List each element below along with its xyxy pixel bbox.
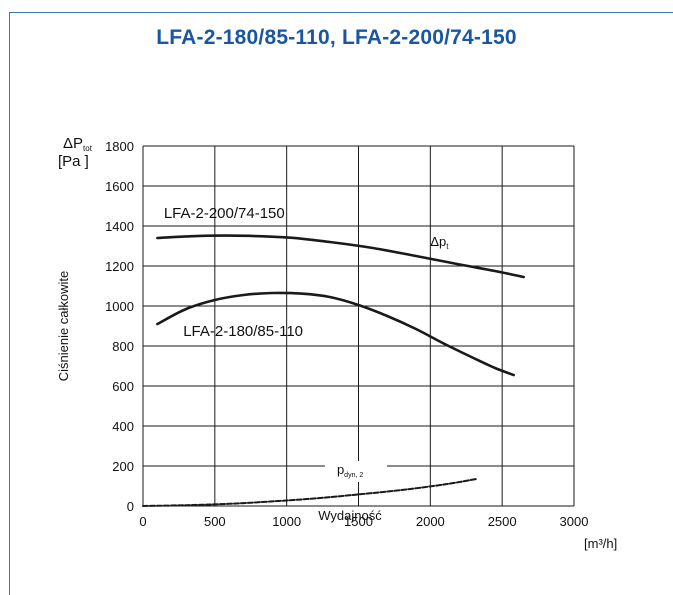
y-tick-1000: 1000 (105, 299, 134, 314)
y-unit-symbol-sub: tot (83, 144, 93, 153)
y-tick-1800: 1800 (105, 139, 134, 154)
y-tick-600: 600 (112, 379, 134, 394)
annotation-pdyn: pdyn, 2 (337, 462, 363, 479)
y-tick-0: 0 (127, 499, 134, 514)
y-unit: [Pa ] (58, 153, 89, 170)
x-tick-500: 500 (204, 514, 226, 529)
grid (142, 145, 575, 507)
annotation-lfa-2-200: LFA-2-200/74-150 (164, 205, 285, 222)
y-axis-label: Ciśnienie całkowite (56, 271, 71, 382)
frame-left-line (9, 12, 10, 595)
x-tick-1500: 1500 (344, 514, 373, 529)
annotation-pdyn-background (324, 461, 387, 482)
y-tick-800: 800 (112, 339, 134, 354)
x-axis-unit: [m³/h] (584, 536, 617, 551)
annotation-pdyn-main: p (337, 462, 344, 477)
series-line-1 (156, 291, 515, 377)
series-lines (142, 234, 526, 507)
annotation-delta-pt-sub: t (446, 242, 449, 251)
y-unit-symbol-main: ΔP (63, 135, 83, 152)
series-line-2 (142, 478, 478, 507)
y-unit-symbol: ΔPtot (63, 135, 93, 153)
annotation-delta-pt: Δpt (430, 234, 449, 251)
x-tick-0: 0 (139, 514, 146, 529)
y-tick-1400: 1400 (105, 219, 134, 234)
x-tick-labels: 0 500 1000 1500 2000 2500 3000 (139, 514, 588, 529)
x-tick-2000: 2000 (416, 514, 445, 529)
y-tick-200: 200 (112, 459, 134, 474)
x-tick-3000: 3000 (560, 514, 589, 529)
annotation-delta-pt-main: Δp (430, 234, 446, 249)
x-tick-1000: 1000 (272, 514, 301, 529)
chart-title: LFA-2-180/85-110, LFA-2-200/74-150 (156, 26, 517, 49)
annotation-pdyn-sub: dyn, 2 (344, 472, 363, 479)
y-tick-1200: 1200 (105, 259, 134, 274)
y-tick-400: 400 (112, 419, 134, 434)
annotation-lfa-2-180: LFA-2-180/85-110 (183, 323, 303, 340)
y-tick-labels: 0 200 400 600 800 1000 1200 1400 1600 1800 (105, 139, 134, 514)
series-line-0 (156, 234, 526, 279)
x-axis-label: Wydajność (318, 508, 382, 523)
frame-top-line (9, 12, 673, 13)
x-tick-2500: 2500 (488, 514, 517, 529)
y-tick-1600: 1600 (105, 179, 134, 194)
